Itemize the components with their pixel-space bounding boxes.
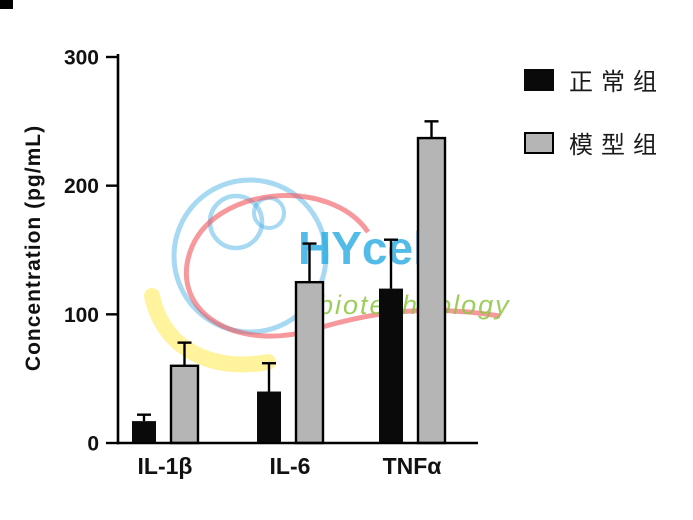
bar-模型组-IL-6: [294, 280, 325, 445]
watermark-logo: HYcell biotechnology: [144, 177, 511, 373]
legend-swatch-model: [524, 131, 554, 154]
y-tick-label: 200: [64, 175, 99, 198]
y-tick-label: 300: [64, 47, 99, 70]
legend-swatch-normal: [524, 68, 554, 91]
x-category-label: TNFα: [383, 453, 442, 479]
legend: 正常组 模型组: [524, 62, 665, 188]
legend-item-model-group: 模型组: [524, 125, 665, 160]
bar-正常组-IL-1β: [132, 421, 156, 443]
y-tick-label: 0: [87, 433, 99, 456]
watermark-yellow-arc: [144, 288, 276, 373]
x-category-label: IL-1β: [138, 453, 193, 479]
bar-正常组-TNFα: [379, 288, 403, 443]
bar-模型组-IL-1β: [169, 364, 200, 445]
x-category-label: IL-6: [270, 453, 311, 479]
legend-label-normal: 正常组: [569, 69, 665, 96]
legend-item-normal-group: 正常组: [524, 62, 665, 97]
watermark-brand-text: HYcell: [298, 222, 439, 274]
y-axis-title: Concentration (pg/mL): [22, 124, 45, 372]
bar-模型组-TNFα: [416, 136, 447, 445]
bar-正常组-IL-6: [257, 391, 281, 443]
watermark-subtext: biotechnology: [318, 290, 511, 320]
y-tick-label: 100: [64, 304, 99, 327]
legend-label-model: 模型组: [569, 132, 665, 159]
corner-artifact: [0, 0, 13, 9]
